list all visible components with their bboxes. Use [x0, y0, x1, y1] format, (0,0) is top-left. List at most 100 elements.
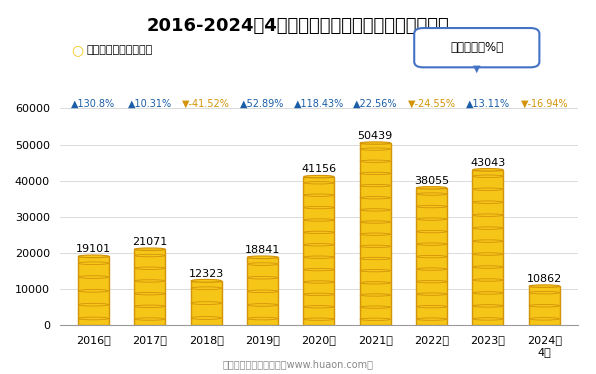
Ellipse shape [473, 175, 503, 178]
Text: 同比增速（%）: 同比增速（%） [450, 41, 504, 54]
Ellipse shape [473, 266, 503, 268]
Ellipse shape [417, 187, 447, 189]
Ellipse shape [135, 254, 165, 257]
Bar [247, 257, 278, 325]
Text: 21071: 21071 [132, 237, 167, 247]
Ellipse shape [78, 255, 108, 258]
Ellipse shape [304, 175, 334, 178]
Ellipse shape [247, 290, 278, 292]
Bar [78, 256, 109, 325]
Text: ▼-16.94%: ▼-16.94% [520, 98, 568, 108]
Ellipse shape [360, 233, 390, 235]
Text: ○: ○ [72, 43, 83, 58]
Ellipse shape [473, 188, 503, 190]
Text: 38055: 38055 [414, 176, 449, 186]
Ellipse shape [417, 255, 447, 258]
Ellipse shape [417, 318, 447, 320]
Ellipse shape [304, 281, 334, 283]
Text: ▲118.43%: ▲118.43% [294, 98, 344, 108]
Ellipse shape [417, 193, 447, 195]
Ellipse shape [473, 292, 503, 294]
Ellipse shape [360, 160, 390, 162]
Ellipse shape [360, 245, 390, 248]
Ellipse shape [304, 231, 334, 234]
Bar [360, 143, 391, 325]
Ellipse shape [304, 293, 334, 295]
Text: ▼-24.55%: ▼-24.55% [408, 98, 455, 108]
Ellipse shape [191, 316, 221, 319]
Text: 43043: 43043 [470, 157, 505, 168]
Ellipse shape [191, 287, 221, 290]
Bar [303, 177, 334, 325]
Ellipse shape [135, 280, 165, 282]
Ellipse shape [473, 279, 503, 281]
Bar [473, 170, 504, 325]
Ellipse shape [417, 293, 447, 295]
Ellipse shape [473, 253, 503, 255]
Bar [416, 188, 447, 325]
Ellipse shape [473, 227, 503, 229]
Ellipse shape [360, 172, 390, 175]
Ellipse shape [78, 303, 108, 306]
Text: ▲13.11%: ▲13.11% [466, 98, 510, 108]
Ellipse shape [360, 257, 390, 260]
Ellipse shape [473, 214, 503, 217]
Text: ▲10.31%: ▲10.31% [128, 98, 172, 108]
Ellipse shape [417, 268, 447, 270]
Ellipse shape [304, 269, 334, 271]
Ellipse shape [304, 243, 334, 246]
Ellipse shape [473, 201, 503, 203]
Ellipse shape [304, 194, 334, 196]
Ellipse shape [304, 256, 334, 258]
Text: 10862: 10862 [527, 274, 562, 284]
Ellipse shape [529, 285, 560, 287]
Ellipse shape [417, 218, 447, 220]
Ellipse shape [304, 318, 334, 321]
Text: 2016-2024年4月大连商品交易所玉米期货成交金额: 2016-2024年4月大连商品交易所玉米期货成交金额 [147, 17, 449, 35]
Ellipse shape [473, 305, 503, 307]
Ellipse shape [135, 305, 165, 307]
Ellipse shape [247, 276, 278, 279]
Ellipse shape [78, 317, 108, 320]
Ellipse shape [417, 280, 447, 283]
Text: 19101: 19101 [76, 244, 111, 254]
Ellipse shape [473, 169, 503, 171]
Ellipse shape [360, 197, 390, 199]
Ellipse shape [360, 294, 390, 296]
Ellipse shape [191, 279, 221, 282]
Text: 18841: 18841 [245, 245, 280, 255]
Ellipse shape [417, 230, 447, 233]
Text: ▲52.89%: ▲52.89% [240, 98, 285, 108]
Ellipse shape [135, 267, 165, 270]
Ellipse shape [417, 205, 447, 208]
Ellipse shape [529, 318, 560, 320]
Ellipse shape [247, 304, 278, 306]
Ellipse shape [360, 209, 390, 211]
Ellipse shape [78, 289, 108, 292]
Ellipse shape [304, 306, 334, 308]
Ellipse shape [529, 304, 560, 307]
Ellipse shape [304, 182, 334, 184]
Ellipse shape [247, 263, 278, 266]
Ellipse shape [78, 262, 108, 264]
Ellipse shape [191, 302, 221, 304]
Ellipse shape [360, 184, 390, 187]
Ellipse shape [78, 276, 108, 278]
Ellipse shape [135, 292, 165, 295]
Text: 41156: 41156 [302, 165, 336, 174]
Text: ▲22.56%: ▲22.56% [353, 98, 398, 108]
Ellipse shape [360, 221, 390, 223]
Ellipse shape [360, 270, 390, 272]
Bar [134, 249, 165, 325]
Ellipse shape [360, 148, 390, 150]
Text: ▼-41.52%: ▼-41.52% [182, 98, 230, 108]
Text: 制图：华经产业研究院（www.huaon.com）: 制图：华经产业研究院（www.huaon.com） [222, 359, 374, 370]
Ellipse shape [135, 318, 165, 320]
Ellipse shape [360, 318, 390, 321]
Ellipse shape [360, 282, 390, 284]
Text: ▲130.8%: ▲130.8% [72, 98, 116, 108]
Text: 期货成交金额（亿元）: 期货成交金额（亿元） [86, 46, 153, 55]
Text: ▼: ▼ [473, 64, 480, 74]
Ellipse shape [417, 243, 447, 245]
Ellipse shape [473, 318, 503, 320]
